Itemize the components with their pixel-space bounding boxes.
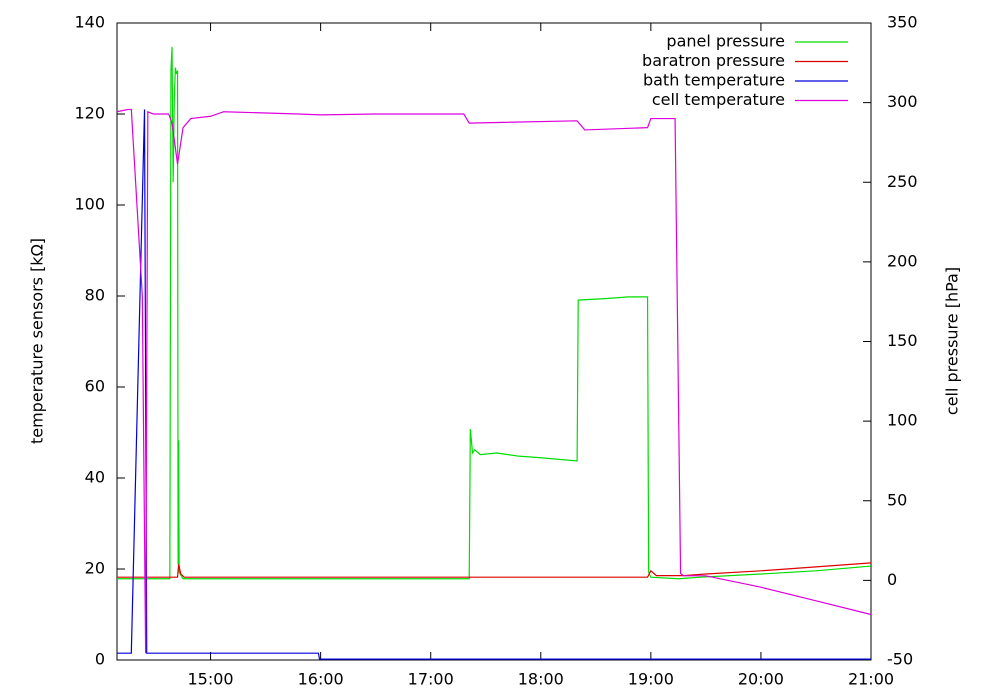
legend-label: bath temperature <box>643 71 785 90</box>
y-tick-label: 80 <box>85 286 105 305</box>
y-tick-label: 100 <box>74 195 105 214</box>
y-tick-label: 40 <box>85 468 105 487</box>
x-tick-label: 18:00 <box>518 670 564 689</box>
y-tick-label: 60 <box>85 377 105 396</box>
legend-label: baratron pressure <box>642 51 785 70</box>
series-line <box>117 109 871 660</box>
x-tick-label: 17:00 <box>408 670 454 689</box>
legend-label: panel pressure <box>666 32 785 51</box>
y2-tick-label: 350 <box>887 13 918 32</box>
series-line <box>116 108 872 654</box>
y-axis-label: temperature sensors [kΩ] <box>28 238 47 444</box>
plot-frame <box>116 22 872 661</box>
y2-tick-label: 50 <box>887 490 907 509</box>
x-tick-label: 19:00 <box>628 670 674 689</box>
x-tick-label: 16:00 <box>298 670 344 689</box>
y2-tick-label: 100 <box>887 411 918 430</box>
y2-tick-label: 0 <box>887 570 897 589</box>
y2-axis-label: cell pressure [hPa] <box>943 267 962 415</box>
y-tick-label: 20 <box>85 559 105 578</box>
y-tick-label: 120 <box>74 104 105 123</box>
x-tick-label: 15:00 <box>188 670 234 689</box>
y2-tick-label: -50 <box>887 650 913 669</box>
series-line <box>117 46 872 580</box>
y-tick-label: 140 <box>74 13 105 32</box>
y2-tick-label: 250 <box>887 172 918 191</box>
legend-label: cell temperature <box>652 90 785 109</box>
y2-tick-label: 150 <box>887 331 918 350</box>
y-tick-label: 0 <box>95 650 105 669</box>
x-tick-label: 20:00 <box>738 670 784 689</box>
y2-tick-label: 200 <box>887 251 918 270</box>
x-tick-label: 21:00 <box>848 670 894 689</box>
series-line <box>117 562 872 578</box>
y2-tick-label: 300 <box>887 92 918 111</box>
